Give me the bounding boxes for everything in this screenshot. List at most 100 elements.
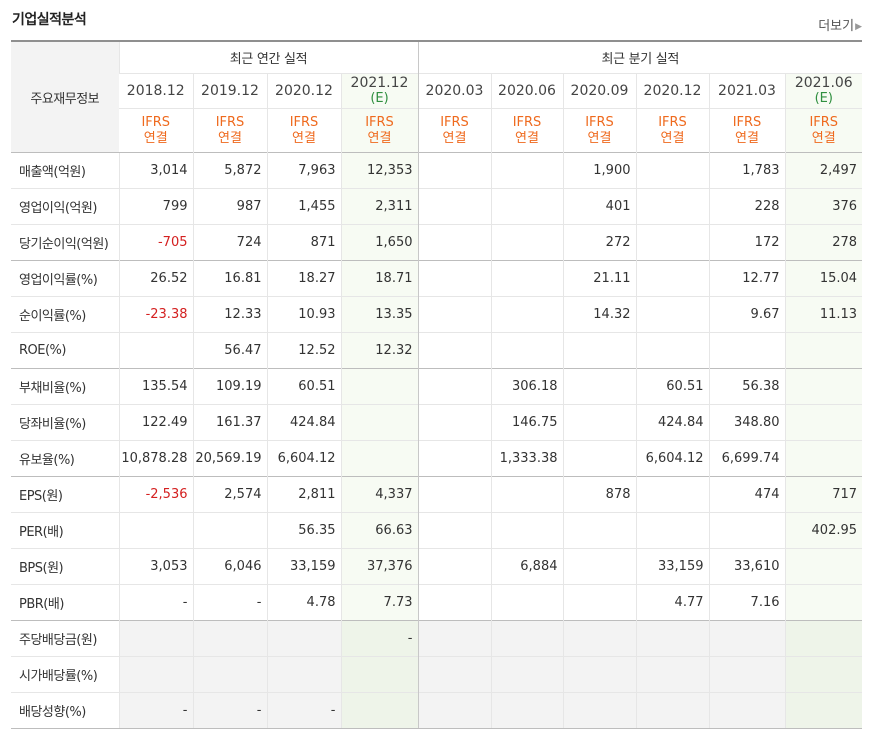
table-cell: 33,159 — [635, 548, 709, 585]
table-cell — [635, 224, 709, 261]
ifrs-badge: IFRS 연결 — [340, 108, 419, 153]
table-cell: 424.84 — [635, 404, 709, 441]
period-label: 2018.12 — [126, 83, 185, 99]
table-cell: 228 — [708, 188, 785, 225]
table-cell — [118, 620, 193, 657]
period-label: 2021.12 — [350, 75, 409, 91]
table-cell: 987 — [192, 188, 267, 225]
row-label: 영업이익(억원) — [11, 188, 119, 225]
table-cell — [635, 260, 709, 297]
table-cell — [635, 476, 709, 513]
ifrs-label: IFRS — [732, 114, 762, 130]
table-cell — [417, 368, 491, 405]
more-link[interactable]: 더보기▶ — [818, 15, 862, 34]
row-label: 순이익률(%) — [11, 296, 119, 333]
table-cell — [417, 296, 491, 333]
table-cell — [192, 512, 267, 549]
ifrs-badge: IFRS 연결 — [784, 108, 863, 153]
table-cell — [708, 620, 785, 657]
table-cell: 1,783 — [708, 152, 785, 189]
table-cell: 2,811 — [266, 476, 341, 513]
table-cell — [562, 692, 636, 729]
table-cell — [562, 440, 636, 477]
table-cell: 37,376 — [340, 548, 419, 585]
period-header: 2020.09 — [562, 73, 636, 109]
table-cell — [417, 224, 491, 261]
period-label: 2019.12 — [201, 83, 259, 99]
consolidated-label: 연결 — [660, 130, 685, 146]
estimate-mark: (E) — [370, 91, 389, 106]
table-cell — [417, 476, 491, 513]
table-cell: 14.32 — [562, 296, 636, 333]
table-cell — [784, 404, 863, 441]
table-cell: 424.84 — [266, 404, 341, 441]
table-cell: 7,963 — [266, 152, 341, 189]
table-cell: 56.35 — [266, 512, 341, 549]
ifrs-badge: IFRS 연결 — [490, 108, 563, 153]
table-row: 시가배당률(%) — [11, 656, 863, 693]
table-cell: 306.18 — [490, 368, 563, 405]
ifrs-label: IFRS — [289, 114, 319, 130]
table-cell — [562, 368, 636, 405]
row-label: PER(배) — [11, 512, 119, 549]
table-cell — [490, 152, 563, 189]
table-cell: 10,878.28 — [118, 440, 193, 477]
table-row: 주당배당금(원) - — [11, 620, 863, 657]
table-cell — [784, 656, 863, 693]
table-cell: 18.27 — [266, 260, 341, 297]
table-row: 순이익률(%) -23.38 12.33 10.93 13.35 14.32 9.67 11.… — [11, 296, 863, 333]
table-cell: 10.93 — [266, 296, 341, 333]
chevron-right-icon: ▶ — [855, 22, 862, 32]
table-cell: 4,337 — [340, 476, 419, 513]
table-cell: - — [192, 692, 267, 729]
table-cell — [490, 224, 563, 261]
table-cell — [562, 404, 636, 441]
table-cell — [708, 656, 785, 693]
table-cell — [562, 584, 636, 621]
consolidated-label: 연결 — [442, 130, 467, 146]
main-financial-info-header: 주요재무정보 — [11, 40, 119, 153]
table-cell: 172 — [708, 224, 785, 261]
table-cell: -23.38 — [118, 296, 193, 333]
ifrs-badge: IFRS 연결 — [266, 108, 341, 153]
table-cell — [417, 620, 491, 657]
table-cell: - — [340, 620, 419, 657]
period-header: 2021.12 (E) — [340, 73, 419, 109]
table-cell — [490, 584, 563, 621]
row-label: 시가배당률(%) — [11, 656, 119, 693]
row-label: 주당배당금(원) — [11, 620, 119, 657]
table-cell — [340, 692, 419, 729]
row-label: 영업이익률(%) — [11, 260, 119, 297]
table-cell: 12.33 — [192, 296, 267, 333]
table-cell: 9.67 — [708, 296, 785, 333]
table-cell: 60.51 — [635, 368, 709, 405]
table-cell — [562, 332, 636, 369]
table-row: BPS(원) 3,053 6,046 33,159 37,376 6,884 33,159 3… — [11, 548, 863, 585]
ifrs-badge: IFRS 연결 — [192, 108, 267, 153]
period-label: 2020.06 — [498, 83, 556, 99]
table-row: 영업이익(억원) 799 987 1,455 2,311 401 228 376 — [11, 188, 863, 225]
table-row: 당좌비율(%) 122.49 161.37 424.84 146.75 424.84 348… — [11, 404, 863, 441]
estimate-mark: (E) — [814, 91, 833, 106]
ifrs-label: IFRS — [809, 114, 839, 130]
more-label: 더보기 — [818, 19, 855, 34]
ifrs-label: IFRS — [512, 114, 542, 130]
financial-summary-table: 주요재무정보 최근 연간 실적 최근 분기 실적 2018.12 2019.12 2… — [11, 40, 863, 729]
table-row: ROE(%) 56.47 12.52 12.32 — [11, 332, 863, 369]
table-cell: 401 — [562, 188, 636, 225]
table-cell: 5,872 — [192, 152, 267, 189]
row-label: BPS(원) — [11, 548, 119, 585]
table-cell — [490, 512, 563, 549]
consolidated-label: 연결 — [587, 130, 612, 146]
table-cell — [708, 332, 785, 369]
table-cell — [417, 548, 491, 585]
table-cell: 12.77 — [708, 260, 785, 297]
table-cell: 6,699.74 — [708, 440, 785, 477]
table-row: EPS(원) -2,536 2,574 2,811 4,337 878 474 717 — [11, 476, 863, 513]
table-cell: 6,604.12 — [635, 440, 709, 477]
table-cell: 12,353 — [340, 152, 419, 189]
period-header: 2021.06 (E) — [784, 73, 863, 109]
consolidated-label: 연결 — [811, 130, 836, 146]
table-cell — [340, 440, 419, 477]
table-cell — [635, 188, 709, 225]
